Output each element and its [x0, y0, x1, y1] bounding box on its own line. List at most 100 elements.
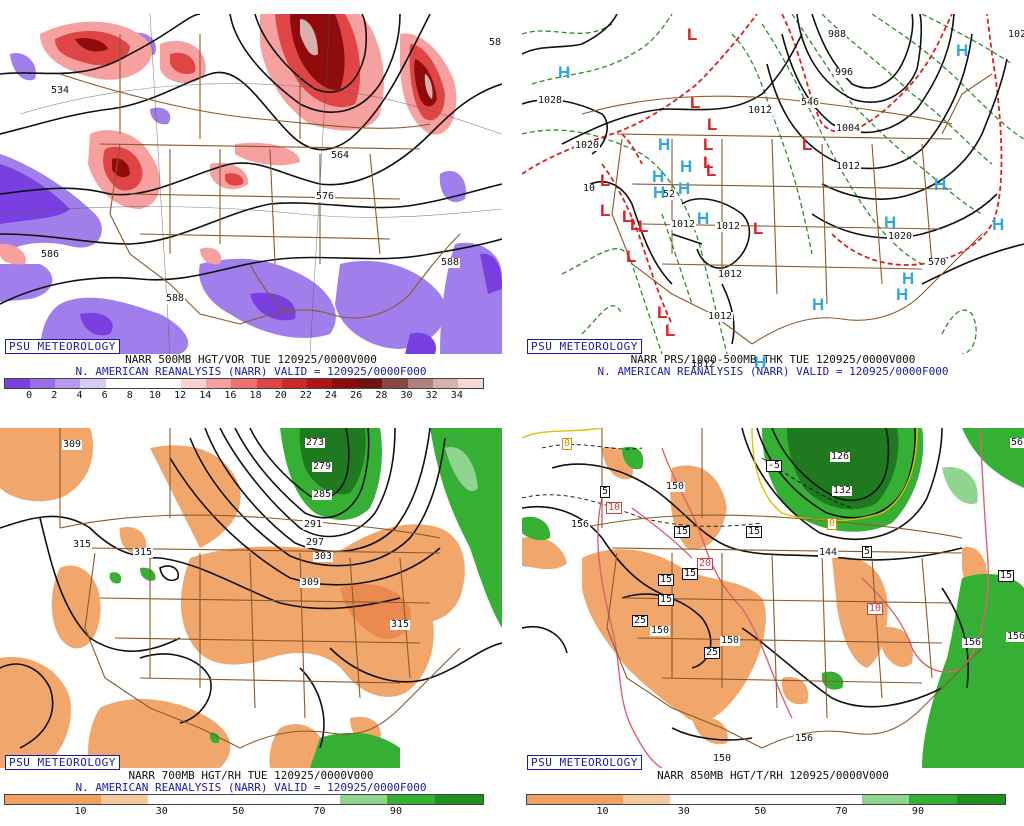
isotherm-label: 15	[746, 526, 763, 538]
colorbar-swatch	[382, 379, 408, 388]
colorbar-swatch	[231, 379, 257, 388]
contour-label: 309	[62, 439, 83, 450]
contour-label: 303	[313, 551, 334, 562]
rh-colorbar	[4, 794, 484, 805]
high-pressure-symbol: H	[754, 353, 767, 372]
low-pressure-symbol: L	[703, 135, 714, 154]
high-pressure-symbol: H	[902, 269, 915, 288]
low-pressure-symbol: L	[600, 171, 611, 190]
colorbar-swatch	[765, 795, 814, 804]
colorbar-swatch	[130, 379, 156, 388]
colorbar-swatch	[670, 795, 719, 804]
contour-label: 1012	[835, 161, 862, 172]
contour-label: 56	[1010, 437, 1024, 448]
colorbar-tick-label: 20	[274, 390, 287, 401]
colorbar-swatch	[181, 379, 207, 388]
isotherm-label: 0	[827, 518, 838, 530]
contour-label: 1012	[690, 359, 717, 370]
contour-label: 1020	[574, 140, 601, 151]
contour-label: 534	[50, 85, 71, 96]
panel-title: NARR 500MB HGT/VOR TUE 120925/0000V000	[125, 353, 377, 366]
high-pressure-symbol: H	[678, 179, 691, 198]
colorbar-tick-label: 0	[26, 390, 33, 401]
colorbar-swatch	[435, 795, 483, 804]
vorticity-colorbar	[4, 378, 484, 389]
colorbar-swatch	[30, 379, 56, 388]
colorbar-swatch	[407, 379, 433, 388]
contour-label: 102	[1007, 30, 1024, 40]
low-pressure-symbol: L	[622, 207, 633, 226]
panel-850mb-temp-rh: 126 132 150 156 144 150 150 156 156 150 156 56 -5 5 10…	[522, 428, 1024, 826]
contour-label: 570	[927, 257, 948, 268]
panel-pressure-thickness: 1028 1020 1012 1004 1012 1012 1012 1020 1012 1012…	[522, 14, 1024, 412]
colorbar-swatch	[196, 795, 244, 804]
contour-label: 10	[582, 183, 597, 194]
colorbar-swatch	[957, 795, 1005, 804]
contour-label: 279	[312, 461, 333, 472]
contour-label: 1012	[707, 311, 734, 322]
colorbar-swatch	[243, 795, 292, 804]
colorbar-tick-label: 14	[199, 390, 212, 401]
colorbar-tick-label: 8	[126, 390, 133, 401]
isotherm-label: 15	[674, 526, 691, 538]
rh-colorbar	[526, 794, 1006, 805]
colorbar-swatch	[527, 795, 575, 804]
colorbar-tick-label: 90	[911, 806, 924, 817]
high-pressure-symbol: H	[956, 41, 969, 60]
isotherm-label: 10	[606, 502, 623, 514]
colorbar-swatch	[387, 795, 436, 804]
contour-label: 588	[440, 257, 461, 268]
contour-label: 1004	[835, 123, 862, 134]
colorbar-swatch	[432, 379, 458, 388]
high-pressure-symbol: H	[884, 213, 897, 232]
colorbar-swatch	[339, 795, 388, 804]
colorbar-tick-label: 70	[835, 806, 848, 817]
colorbar-tick-label: 12	[174, 390, 187, 401]
colorbar-tick-label: 50	[232, 806, 245, 817]
isotherm-label: 15	[998, 570, 1015, 582]
low-pressure-symbol: L	[707, 115, 718, 134]
contour-label: 150	[720, 635, 741, 646]
isotherm-label: 10	[867, 603, 884, 615]
panel-500mb-vorticity: 534 564 576 586 588 588 58 PSU METEOROLOGY NAR…	[0, 14, 503, 412]
map-850mb	[522, 428, 1024, 768]
colorbar-tick-label: 4	[76, 390, 83, 401]
map-500mb	[0, 14, 502, 354]
contour-label: 1028	[537, 95, 564, 106]
contour-label: 156	[570, 519, 591, 530]
high-pressure-symbol: H	[658, 135, 671, 154]
colorbar-swatch	[861, 795, 910, 804]
contour-label: 156	[1006, 632, 1024, 642]
high-pressure-symbol: H	[558, 63, 571, 82]
colorbar-tick-label: 30	[155, 806, 168, 817]
low-pressure-symbol: L	[630, 215, 641, 234]
isotherm-label: 5	[600, 486, 611, 498]
colorbar-tick-label: 10	[74, 806, 87, 817]
low-pressure-symbol: L	[626, 247, 637, 266]
contour-label: 315	[72, 539, 93, 550]
contour-label: 150	[665, 481, 686, 492]
colorbar-tick-label: 28	[375, 390, 388, 401]
contour-label: 156	[962, 637, 983, 648]
colorbar-labels: 10 30 50 70 90	[4, 806, 482, 818]
high-pressure-symbol: H	[680, 157, 693, 176]
colorbar-tick-label: 22	[299, 390, 312, 401]
colorbar-swatch	[105, 379, 131, 388]
psu-badge: PSU METEOROLOGY	[527, 755, 642, 770]
colorbar-swatch	[718, 795, 766, 804]
psu-badge: PSU METEOROLOGY	[527, 339, 642, 354]
colorbar-labels: 10 30 50 70 90	[526, 806, 1004, 818]
colorbar-tick-label: 90	[389, 806, 402, 817]
isotherm-label: 15	[682, 568, 699, 580]
colorbar-tick-label: 34	[450, 390, 463, 401]
colorbar-labels: 0 2 4 6 8 10 12 14 16 18 20 22 24 26 28 30 32 34	[4, 390, 482, 402]
psu-badge: PSU METEOROLOGY	[5, 755, 120, 770]
colorbar-swatch	[813, 795, 862, 804]
colorbar-swatch	[52, 795, 101, 804]
contour-label: 586	[40, 249, 61, 260]
colorbar-swatch	[291, 795, 340, 804]
contour-label: 309	[300, 577, 321, 588]
colorbar-swatch	[622, 795, 671, 804]
colorbar-tick-label: 32	[425, 390, 438, 401]
colorbar-swatch	[5, 795, 53, 804]
